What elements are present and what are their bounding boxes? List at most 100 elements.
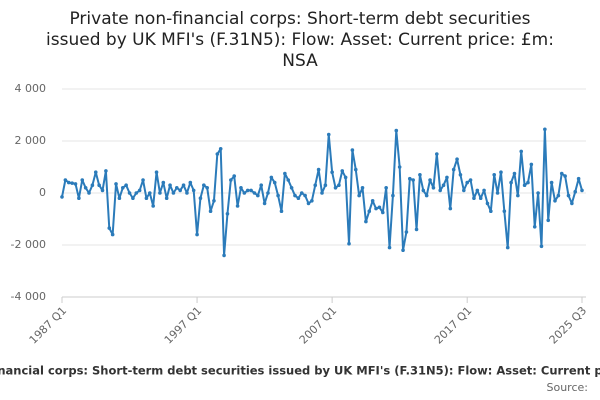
data-point <box>229 178 233 182</box>
legend-label: Private non-financial corps: Short-term … <box>0 364 600 378</box>
data-point <box>559 171 564 176</box>
data-point <box>458 173 463 177</box>
y-tick-label: 2 000 <box>15 134 47 147</box>
data-point <box>448 206 453 211</box>
data-point <box>289 186 294 190</box>
data-point <box>475 188 480 193</box>
data-point <box>175 186 179 190</box>
data-point <box>441 183 446 187</box>
data-point <box>367 209 372 213</box>
data-point <box>269 175 274 180</box>
data-point <box>435 152 439 156</box>
data-point <box>73 182 78 186</box>
data-point <box>63 178 68 182</box>
x-tick-label: 2017 Q1 <box>432 304 475 347</box>
data-point <box>198 196 203 200</box>
data-point <box>482 188 486 193</box>
data-point <box>168 183 172 187</box>
data-point <box>131 196 135 200</box>
y-tick-label: 4 000 <box>15 82 47 95</box>
data-point <box>512 171 517 176</box>
data-point <box>380 210 385 215</box>
data-point <box>516 193 520 198</box>
data-point <box>451 167 456 172</box>
data-point <box>181 183 186 187</box>
data-point <box>222 253 226 258</box>
data-point <box>279 209 284 213</box>
data-point <box>117 196 122 200</box>
data-point <box>239 186 243 190</box>
data-point <box>478 196 483 200</box>
x-tick-label: 2007 Q1 <box>297 304 340 347</box>
data-point <box>296 196 301 200</box>
data-point <box>343 175 348 180</box>
data-point <box>120 186 125 190</box>
data-point <box>158 191 162 195</box>
data-point <box>532 225 537 229</box>
data-point <box>455 157 459 161</box>
x-tick-label: 2025 Q3 <box>547 304 590 347</box>
data-point <box>272 180 277 185</box>
data-point <box>387 245 392 250</box>
data-point <box>303 193 307 198</box>
data-point <box>191 188 196 193</box>
data-point <box>360 186 365 190</box>
data-point <box>164 196 169 200</box>
data-point <box>212 199 216 203</box>
data-point <box>77 196 81 200</box>
data-point <box>266 191 270 195</box>
x-tick-label: 1997 Q1 <box>162 304 205 347</box>
data-point <box>306 201 311 206</box>
data-point <box>262 201 267 206</box>
chart-title: Private non-financial corps: Short-term … <box>69 9 530 29</box>
data-point <box>563 174 567 178</box>
data-point <box>428 178 432 182</box>
data-point <box>208 209 213 213</box>
data-point <box>276 193 280 198</box>
data-point <box>147 191 152 195</box>
data-point <box>134 191 139 195</box>
data-point <box>370 199 375 203</box>
data-point <box>472 196 476 200</box>
data-point <box>357 193 361 198</box>
data-point <box>394 128 399 133</box>
data-point <box>100 188 105 193</box>
data-point <box>330 170 334 174</box>
data-point <box>556 193 561 198</box>
data-point <box>93 170 98 174</box>
data-point <box>576 176 581 181</box>
data-point <box>235 204 240 208</box>
data-point <box>242 191 247 195</box>
data-point <box>249 188 253 193</box>
y-tick-label: -4 000 <box>11 290 46 303</box>
data-point <box>445 175 449 180</box>
data-point <box>536 191 540 195</box>
data-point <box>421 188 426 193</box>
data-point <box>364 219 368 224</box>
data-point <box>397 165 402 169</box>
data-point <box>293 193 297 198</box>
data-point <box>384 186 388 190</box>
data-point <box>580 188 584 193</box>
data-point <box>70 181 74 185</box>
chart-title: issued by UK MFI's (F.31N5): Flow: Asset… <box>46 30 554 50</box>
data-point <box>549 180 554 185</box>
data-point <box>401 248 405 252</box>
data-point <box>313 183 318 187</box>
data-point <box>104 169 108 173</box>
data-point <box>407 176 412 181</box>
data-point <box>522 183 527 187</box>
data-point <box>195 232 199 237</box>
data-point <box>245 188 250 193</box>
source: Source: <box>547 381 589 394</box>
data-point <box>418 173 422 177</box>
data-point <box>286 178 291 182</box>
data-point <box>151 204 155 208</box>
data-point <box>570 201 574 206</box>
data-point <box>225 212 230 216</box>
data-point <box>499 170 503 174</box>
data-point <box>465 180 469 185</box>
data-point <box>256 193 260 198</box>
